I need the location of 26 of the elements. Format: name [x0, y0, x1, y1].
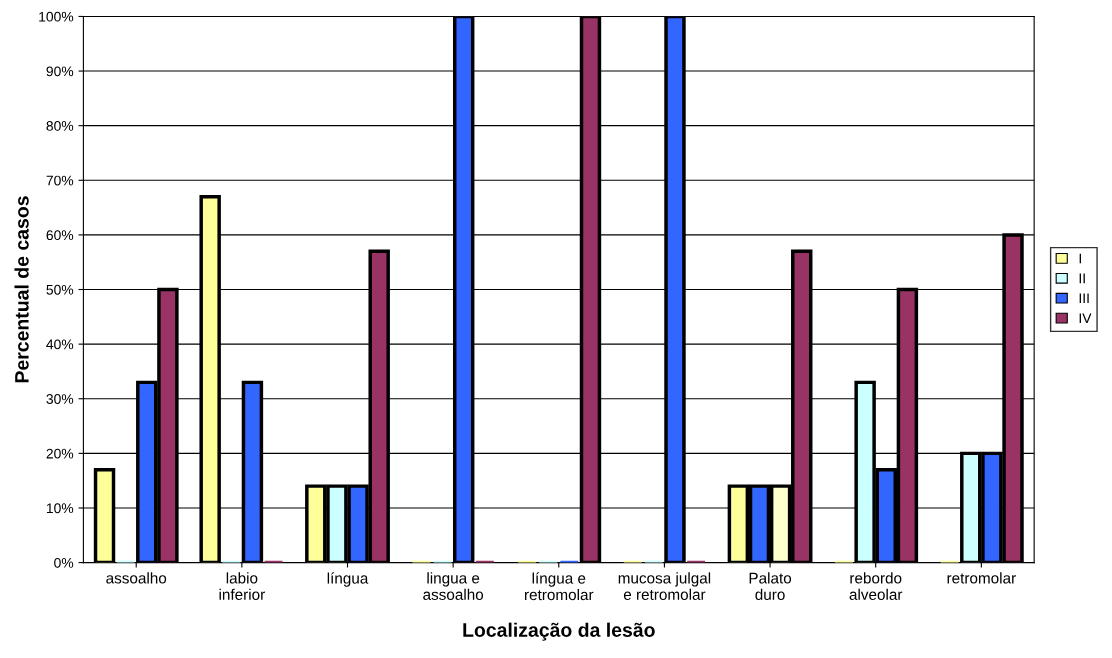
- y-tick-label: 20%: [46, 448, 74, 459]
- legend-label: I: [1079, 253, 1081, 264]
- y-tick-label: 100%: [39, 11, 74, 22]
- y-axis-title: Percentual de casos: [14, 196, 29, 383]
- y-tick-label: 90%: [46, 66, 74, 77]
- y-tick-label: 50%: [46, 284, 74, 295]
- y-tick-label: 70%: [46, 175, 74, 186]
- x-tick-label: rebordo alveolar: [849, 572, 903, 600]
- x-tick-label: língua e retromolar: [524, 572, 594, 601]
- x-tick-label: assoalho: [106, 572, 167, 584]
- x-tick-label: lingua e assoalho: [423, 572, 484, 600]
- legend-label: II: [1079, 273, 1085, 284]
- x-tick-label: língua: [327, 572, 369, 587]
- x-axis-title: Localização da lesão: [463, 622, 655, 641]
- y-tick-label: 80%: [46, 121, 74, 131]
- x-tick-label: labio inferior: [219, 572, 265, 600]
- y-tick-label: 30%: [46, 394, 74, 404]
- y-tick-label: 40%: [46, 339, 74, 350]
- y-tick-label: 0%: [54, 557, 74, 568]
- legend-label: IV: [1079, 313, 1092, 323]
- x-tick-label: Palato duro: [749, 572, 792, 600]
- x-tick-label: retromolar: [947, 572, 1016, 584]
- legend-label: III: [1079, 293, 1089, 304]
- y-tick-label: 60%: [46, 230, 74, 241]
- y-tick-label: 10%: [46, 503, 74, 514]
- x-tick-label: mucosa julgal e retromolar: [618, 572, 711, 600]
